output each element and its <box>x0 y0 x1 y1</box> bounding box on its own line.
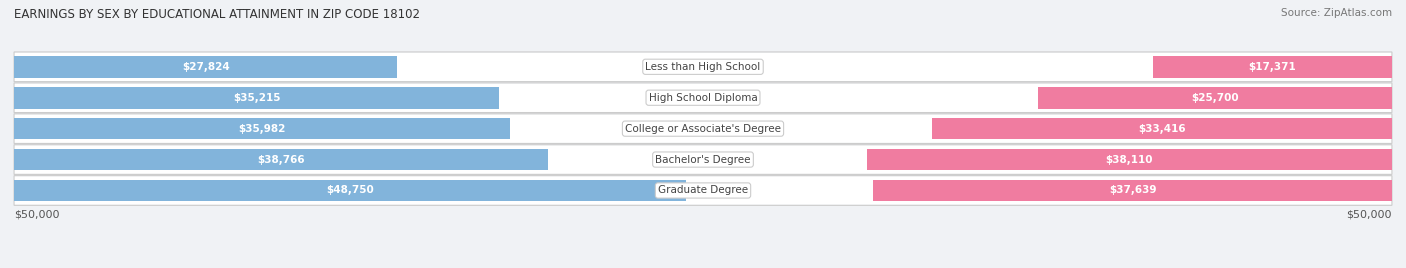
Text: $38,766: $38,766 <box>257 155 305 165</box>
Text: $35,982: $35,982 <box>238 124 285 134</box>
Text: $38,110: $38,110 <box>1105 155 1153 165</box>
Legend: Male, Female: Male, Female <box>634 264 772 268</box>
Text: $33,416: $33,416 <box>1137 124 1185 134</box>
Text: $50,000: $50,000 <box>1347 210 1392 220</box>
Bar <box>14 149 548 170</box>
Text: High School Diploma: High School Diploma <box>648 93 758 103</box>
Text: $35,215: $35,215 <box>233 93 280 103</box>
Bar <box>1038 87 1392 109</box>
Text: Less than High School: Less than High School <box>645 62 761 72</box>
Text: $50,000: $50,000 <box>14 210 59 220</box>
Text: $27,824: $27,824 <box>181 62 229 72</box>
FancyBboxPatch shape <box>14 53 1392 81</box>
Bar <box>932 118 1392 139</box>
Bar <box>14 118 510 139</box>
Text: $25,700: $25,700 <box>1191 93 1239 103</box>
Bar <box>14 180 686 201</box>
Text: Graduate Degree: Graduate Degree <box>658 185 748 195</box>
FancyBboxPatch shape <box>14 145 1392 174</box>
Text: $17,371: $17,371 <box>1249 62 1296 72</box>
FancyBboxPatch shape <box>14 84 1392 112</box>
Text: EARNINGS BY SEX BY EDUCATIONAL ATTAINMENT IN ZIP CODE 18102: EARNINGS BY SEX BY EDUCATIONAL ATTAINMEN… <box>14 8 420 21</box>
Text: College or Associate's Degree: College or Associate's Degree <box>626 124 780 134</box>
Bar <box>1153 56 1392 78</box>
Bar <box>873 180 1392 201</box>
Text: Bachelor's Degree: Bachelor's Degree <box>655 155 751 165</box>
FancyBboxPatch shape <box>14 114 1392 143</box>
Bar <box>14 56 398 78</box>
Text: $37,639: $37,639 <box>1109 185 1156 195</box>
FancyBboxPatch shape <box>14 176 1392 205</box>
Bar <box>868 149 1392 170</box>
Bar <box>14 87 499 109</box>
Text: Source: ZipAtlas.com: Source: ZipAtlas.com <box>1281 8 1392 18</box>
Text: $48,750: $48,750 <box>326 185 374 195</box>
